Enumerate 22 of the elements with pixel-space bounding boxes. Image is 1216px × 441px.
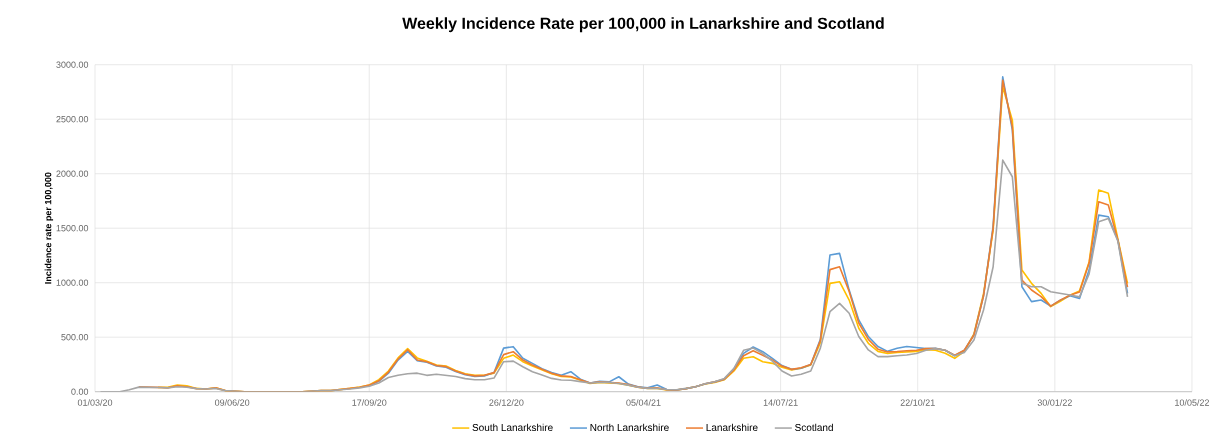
chart-title: Weekly Incidence Rate per 100,000 in Lanarkshire and Scotland [402,17,884,33]
legend-label: Scotland [795,423,833,432]
x-tick-label: 26/12/20 [489,399,524,406]
y-axis-title: Incidence rate per 100,000 [44,172,54,284]
x-tick-label: 22/10/21 [900,399,935,406]
x-tick-label: 01/03/20 [77,399,113,406]
legend-label: South Lanarkshire [472,423,553,432]
legend-label: North Lanarkshire [590,423,669,432]
y-tick-label: 1000.00 [56,279,89,286]
y-tick-label: 2500.00 [56,116,89,123]
x-tick-label: 14/07/21 [763,399,798,406]
y-tick-label: 3000.00 [56,61,89,68]
legend-label: Lanarkshire [706,423,758,432]
x-tick-label: 09/06/20 [214,399,250,406]
y-tick-label: 500.00 [61,334,89,341]
y-tick-label: 1500.00 [56,225,89,232]
y-tick-label: 2000.00 [56,170,89,177]
y-tick-label: 0.00 [71,388,89,395]
x-tick-label: 30/01/22 [1037,399,1072,406]
x-tick-label: 05/04/21 [626,399,661,406]
x-tick-label: 17/09/20 [352,399,387,406]
x-tick-label: 10/05/22 [1175,399,1210,406]
